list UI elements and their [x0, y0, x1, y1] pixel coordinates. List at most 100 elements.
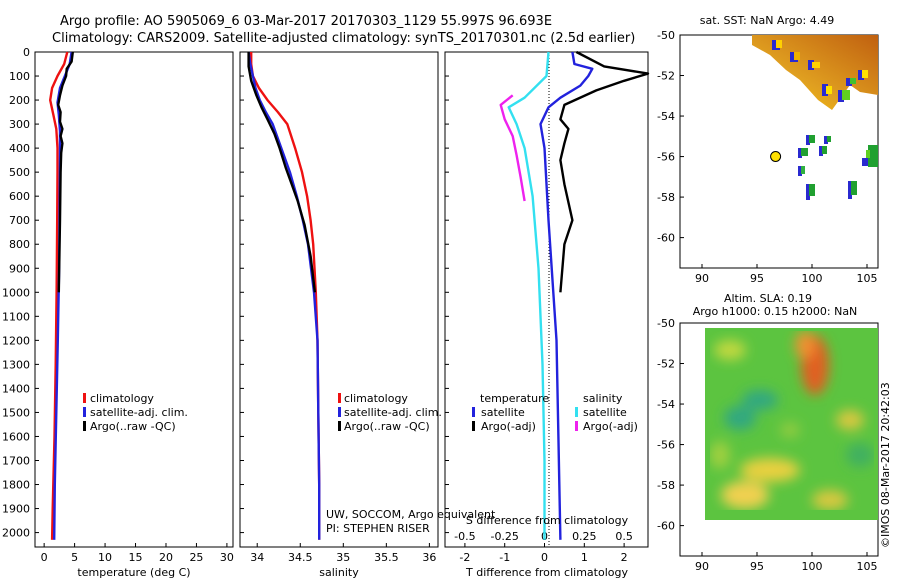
legend-swatch-climatology [338, 393, 341, 403]
pressure-tick-label: 1200 [2, 334, 30, 347]
pressure-tick-label: 300 [9, 118, 30, 131]
figure-title-line1: Argo profile: AO 5905069_6 03-Mar-2017 2… [60, 14, 552, 29]
pressure-tick-label: 2000 [2, 527, 30, 540]
x-tick-label: 36 [422, 551, 436, 564]
pressure-tick-label: 1300 [2, 358, 30, 371]
series-line-climatology [49, 51, 69, 540]
lat-tick-label: -56 [657, 439, 675, 452]
lat-tick-label: -50 [657, 29, 675, 42]
legend-swatch-satellite [83, 407, 86, 417]
lon-tick-label: 100 [802, 272, 823, 285]
legend-label-t-satellite: satellite [481, 406, 525, 419]
legend-swatch-t-argo [472, 421, 475, 431]
sla-map-subtitle: Argo h1000: 0.15 h2000: NaN [693, 305, 858, 318]
series-line-satellite-adj-clim- [247, 51, 321, 540]
legend-swatch-s-satellite [575, 407, 578, 417]
s-diff-tick-label: -0.5 [454, 530, 475, 543]
legend-label-s-argo: Argo(-adj) [583, 420, 638, 433]
pressure-tick-label: 1500 [2, 406, 30, 419]
salinity-tick-labels: 34 34.5 35 35.5 36 [250, 551, 436, 564]
s-difference-axis-label: S difference from climatology [466, 514, 629, 527]
x-tick-label: 30 [220, 551, 234, 564]
pressure-tick-label: 0 [23, 46, 30, 59]
pressure-tick-label: 1400 [2, 382, 30, 395]
imos-watermark: ©IMOS 08-Mar-2017 20:42:03 [879, 382, 892, 548]
sst-warm-region [752, 35, 878, 110]
pressure-tick-label: 500 [9, 166, 30, 179]
series-line-s-argo [499, 94, 526, 202]
sla-map-panel: Altim. SLA: 0.19 Argo h1000: 0.15 h2000:… [657, 292, 879, 573]
pressure-tick-label: 1100 [2, 310, 30, 323]
temperature-tick-labels: 0 5 10 15 20 25 30 [41, 551, 234, 564]
difference-axes-frame [444, 51, 649, 548]
pressure-tick-labels: 0 100 200 300 400 500 600 700 800 900 1000 1100 1200… [2, 46, 30, 540]
sst-map-title: sat. SST: NaN Argo: 4.49 [700, 14, 834, 27]
legend-swatch-argo [83, 421, 86, 431]
sla-map-title: Altim. SLA: 0.19 [724, 292, 812, 305]
difference-panel: -2 -1 0 1 2 -0.5 -0.25 0 0.25 0.5 temperature sa… [444, 50, 650, 579]
temperature-x-label: temperature (deg C) [77, 566, 190, 579]
sst-map-panel: sat. SST: NaN Argo: 4.49 90 95 100 105 -50 -5… [657, 14, 879, 285]
lat-tick-label: -60 [657, 232, 675, 245]
lon-tick-label: 95 [750, 560, 764, 573]
series-line-t-satellite [539, 51, 594, 540]
legend-label-climatology: climatology [90, 392, 154, 405]
series-line-s-satellite [507, 51, 550, 540]
x-tick-label: 15 [129, 551, 143, 564]
float-pi: PI: STEPHEN RISER [326, 522, 430, 535]
pressure-tick-label: 100 [9, 70, 30, 83]
lat-tick-label: -54 [657, 110, 675, 123]
legend-label-t-argo: Argo(-adj) [481, 420, 536, 433]
temperature-panel: 0100200300400500600700800900100011001200… [2, 46, 234, 579]
lat-tick-label: -56 [657, 151, 675, 164]
series-line-argo [247, 52, 317, 293]
x-tick-label: 35.5 [374, 551, 399, 564]
s-diff-tick-label: 0.5 [615, 530, 633, 543]
x-tick-label: 0 [41, 551, 48, 564]
pressure-tick-label: 1600 [2, 430, 30, 443]
salinity-legend: climatology satellite-adj. clim. Argo(..… [338, 392, 442, 433]
lat-tick-label: -58 [657, 479, 675, 492]
sst-pixels [772, 40, 878, 200]
lat-tick-label: -60 [657, 520, 675, 533]
lon-tick-label: 105 [857, 560, 878, 573]
salinity-panel: 34 34.5 35 35.5 36 climatology satellite-adj… [239, 51, 496, 579]
pressure-tick-label: 1700 [2, 454, 30, 467]
series-line-t-argo [559, 50, 650, 293]
lat-tick-label: -52 [657, 358, 675, 371]
s-diff-tick-label: 0.25 [572, 530, 597, 543]
lon-tick-label: 105 [857, 272, 878, 285]
series-line-climatology [249, 52, 321, 540]
float-attribution: UW, SOCCOM, Argo equivalent [326, 508, 496, 521]
argo-float-position-marker [770, 151, 782, 162]
legend-label-satellite: satellite-adj. clim. [344, 406, 442, 419]
difference-legend: temperature salinity satellite Argo(-adj… [472, 392, 638, 433]
t-difference-tick-labels: -2 -1 0 1 2 [459, 551, 627, 564]
pressure-tick-label: 800 [9, 238, 30, 251]
temperature-legend: climatology satellite-adj. clim. Argo(..… [83, 392, 188, 433]
legend-label-satellite: satellite-adj. clim. [90, 406, 188, 419]
x-tick-label: 34.5 [288, 551, 313, 564]
pressure-tick-label: 600 [9, 190, 30, 203]
x-tick-label: 35 [336, 551, 350, 564]
pressure-tick-label: 1900 [2, 503, 30, 516]
temperature-axes-frame [34, 51, 234, 548]
x-tick-label: -1 [499, 551, 510, 564]
lon-tick-label: 90 [695, 272, 709, 285]
t-difference-axis-label: T difference from climatology [465, 566, 628, 579]
pressure-tick-label: 1800 [2, 479, 30, 492]
pressure-tick-label: 700 [9, 214, 30, 227]
legend-swatch-satellite [338, 407, 341, 417]
x-tick-label: -2 [459, 551, 470, 564]
pressure-tick-label: 900 [9, 262, 30, 275]
legend-label-s-satellite: satellite [583, 406, 627, 419]
lat-tick-label: -54 [657, 398, 675, 411]
legend-label-climatology: climatology [344, 392, 408, 405]
legend-title-temperature: temperature [480, 392, 549, 405]
pressure-tick-label: 200 [9, 94, 30, 107]
lon-tick-label: 95 [750, 272, 764, 285]
x-tick-label: 34 [250, 551, 264, 564]
x-tick-label: 0 [541, 551, 548, 564]
lon-tick-label: 100 [802, 560, 823, 573]
